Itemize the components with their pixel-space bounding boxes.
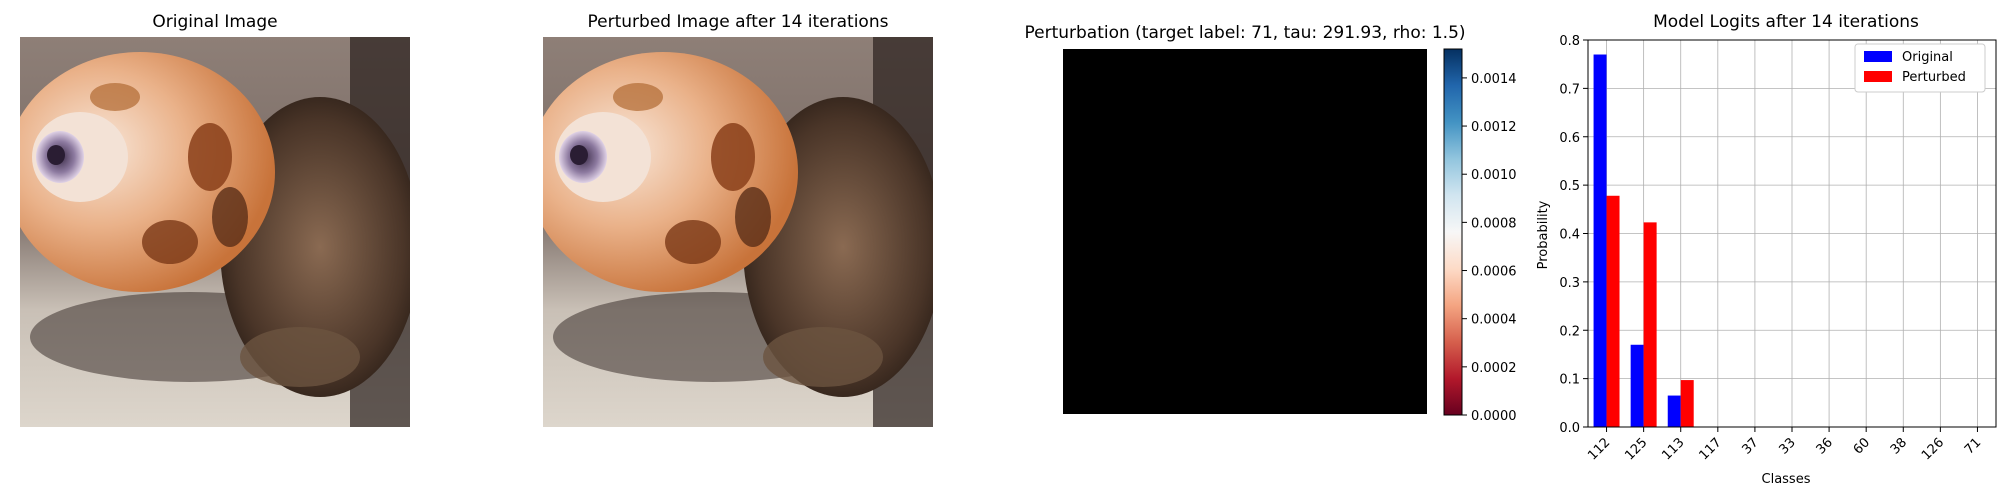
colorbar-tick-label: 0.0012 [1471, 120, 1517, 135]
y-tick-label: 0.3 [1559, 276, 1580, 291]
y-tick-label: 0.2 [1559, 324, 1580, 339]
y-tick-label: 0.7 [1559, 82, 1580, 97]
bar-perturbed-112 [1606, 195, 1620, 427]
x-tick-label: 37 [1739, 435, 1761, 457]
x-tick-label: 113 [1659, 435, 1687, 463]
x-tick-label: 117 [1696, 435, 1724, 463]
legend: Original Perturbed [1854, 43, 1986, 93]
legend-label-original: Original [1902, 50, 1953, 65]
legend-swatch-original [1864, 51, 1892, 62]
x-tick-label: 36 [1814, 435, 1836, 457]
bar-perturbed-113 [1680, 380, 1694, 427]
colorbar-tick-label: 0.0006 [1471, 265, 1517, 280]
y-tick-label: 0.0 [1559, 421, 1580, 436]
x-tick-label: 126 [1919, 435, 1947, 463]
bar-original-112 [1593, 54, 1607, 427]
x-tick-label: 125 [1622, 435, 1650, 463]
perturbation-heatmap [1063, 49, 1427, 414]
logits-chart-title: Model Logits after 14 iterations [1653, 12, 1919, 32]
bar-original-125 [1630, 344, 1644, 427]
bar-perturbed-125 [1643, 222, 1657, 427]
colorbar-tick-label: 0.0010 [1471, 168, 1517, 183]
y-axis-label: Probability [1536, 200, 1551, 269]
y-tick-label: 0.4 [1559, 228, 1580, 243]
legend-swatch-perturbed [1864, 71, 1892, 82]
perturbed-image [543, 37, 933, 427]
x-tick-label: 71 [1962, 435, 1984, 457]
y-tick-label: 0.1 [1559, 373, 1580, 388]
colorbar-tick-label: 0.0014 [1471, 72, 1517, 87]
logits-bar-chart: 0.0 0.1 0.2 0.3 0.4 0.5 0.6 0.7 0.8 112 125 113 117 3… [1536, 34, 1997, 487]
colorbar-tick-label: 0.0000 [1471, 409, 1517, 424]
original-image-title: Original Image [152, 12, 278, 32]
y-tick-label: 0.5 [1559, 179, 1580, 194]
bar-original-113 [1667, 395, 1681, 427]
x-tick-label: 33 [1777, 435, 1799, 457]
colorbar-tick-label: 0.0004 [1471, 313, 1517, 328]
legend-label-perturbed: Perturbed [1902, 70, 1966, 85]
colorbar-tick-label: 0.0008 [1471, 216, 1517, 231]
colorbar-tick-label: 0.0002 [1471, 361, 1517, 376]
x-tick-label: 60 [1851, 435, 1873, 457]
y-tick-label: 0.6 [1559, 131, 1580, 146]
y-tick-label: 0.8 [1559, 34, 1580, 49]
colorbar-gradient [1443, 48, 1463, 416]
colorbar: 0.0000 0.0002 0.0004 0.0006 0.0008 0.0010 0.00… [1443, 48, 1517, 424]
perturbation-title: Perturbation (target label: 71, tau: 291… [1024, 23, 1466, 43]
x-axis-label: Classes [1762, 472, 1811, 487]
perturbed-image-title: Perturbed Image after 14 iterations [587, 12, 889, 32]
original-image [20, 37, 410, 427]
x-tick-label: 112 [1585, 435, 1613, 463]
x-tick-label: 38 [1888, 435, 1910, 457]
